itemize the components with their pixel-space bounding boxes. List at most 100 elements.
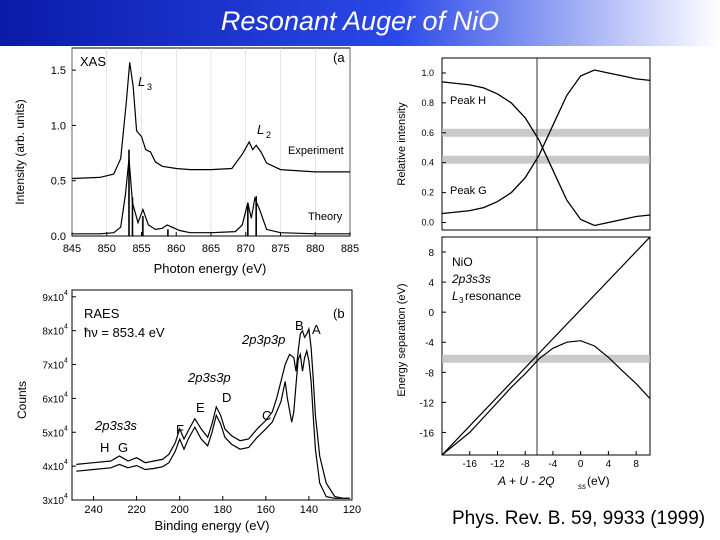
- xas-series-1: [72, 158, 350, 235]
- xas-xtick-label: 865: [202, 243, 220, 255]
- resonance-label: resonance: [465, 289, 521, 303]
- es-xtick-label: -8: [521, 459, 530, 470]
- ri-ytick-label: 0.6: [421, 128, 434, 138]
- panel-b-label: (b: [333, 306, 345, 321]
- hv-label: ħν = 853.4 eV: [84, 325, 165, 340]
- relint-ylabel: Relative intensity: [396, 102, 408, 186]
- es-band: [442, 354, 650, 363]
- xas-ylabel: Intensity (arb. units): [13, 99, 27, 204]
- xas-xtick-label: 855: [132, 243, 150, 255]
- energy-separation-panel: -16 -12 -8 -4 0 4 8 8 4 0 -4 -8 -12 -16 NiO 2p3s3s L…: [396, 236, 651, 491]
- raes-series-0: [76, 326, 350, 499]
- xas-xtick-label: 860: [167, 243, 185, 255]
- title-bar: [0, 0, 720, 46]
- es-xtick-label: 8: [633, 459, 639, 470]
- xas-xtick-label: 845: [63, 243, 81, 255]
- raes-xtick-label: 200: [171, 504, 189, 516]
- nio-label: NiO: [452, 255, 473, 269]
- esep-frame: [441, 236, 651, 456]
- raes-ytick-exponent: 4: [64, 425, 68, 432]
- raes-ytick-exponent: 4: [64, 493, 68, 500]
- es-xtick-label: 4: [606, 459, 612, 470]
- l3-label: L: [138, 74, 145, 89]
- config-2p3p3p: 2p3p3p: [241, 332, 285, 347]
- raes-ytick-exponent: 4: [64, 391, 68, 398]
- relint-frame: [441, 57, 651, 231]
- ri-series-peak-h: [442, 69, 650, 215]
- panel-a-label: (a: [333, 50, 345, 65]
- slide-title: Resonant Auger of NiO: [220, 6, 500, 36]
- xas-xtick-label: 850: [98, 243, 116, 255]
- xas-xtick-label: 880: [306, 243, 324, 255]
- config-2p3s3p: 2p3s3p: [187, 370, 231, 385]
- raes-xtick-label: 180: [214, 504, 232, 516]
- ri-ytick-label: 0.0: [421, 218, 434, 228]
- raes-ytick-exponent: 4: [64, 290, 68, 297]
- l2-label: L: [257, 122, 264, 137]
- xas-ytick-label: 0.0: [51, 231, 66, 243]
- es-ytick-label: -16: [420, 428, 435, 439]
- esep-config-label: 2p3s3s: [451, 272, 491, 286]
- xas-label: XAS: [80, 54, 106, 69]
- xas-xlabel: Photon energy (eV): [154, 261, 267, 276]
- raes-ytick-label: 3x10: [42, 496, 64, 507]
- config-2p3s3s: 2p3s3s: [94, 418, 137, 433]
- raes-ytick-exponent: 4: [64, 459, 68, 466]
- ri-series-peak-g: [442, 81, 650, 227]
- xas-xtick-label: 870: [237, 243, 255, 255]
- es-ytick-label: 0: [428, 308, 434, 319]
- l3-subscript: 3: [147, 82, 152, 92]
- ri-ytick-label: 0.2: [421, 188, 434, 198]
- es-ytick-label: -12: [420, 398, 435, 409]
- peak-g: G: [118, 440, 128, 455]
- es-series-diagonal: [442, 237, 650, 455]
- es-series-curve: [442, 340, 650, 455]
- raes-xtick-label: 120: [343, 504, 361, 516]
- peak-b: B: [295, 318, 304, 333]
- es-ytick-label: 4: [428, 278, 434, 289]
- peak-a: A: [312, 322, 321, 337]
- peak-e: E: [196, 400, 205, 415]
- xas-ytick-label: 1.0: [51, 120, 66, 132]
- ri-band: [442, 155, 650, 164]
- l2-subscript: 2: [266, 130, 271, 140]
- xas-ytick-label: 1.5: [51, 65, 66, 77]
- resonance-l: L: [452, 289, 459, 303]
- es-xtick-label: -4: [548, 459, 557, 470]
- esep-xlabel: A + U - 2Q: [497, 474, 555, 488]
- xas-panel: 845 850 855 860 865 870 875 880 885 0.0 0.5 1.0 1.5…: [13, 47, 359, 276]
- peak-h-label: Peak H: [450, 95, 486, 107]
- raes-frame: [71, 289, 353, 501]
- raes-xtick-label: 160: [257, 504, 275, 516]
- ri-ytick-label: 0.4: [421, 158, 434, 168]
- es-ytick-label: -8: [425, 368, 434, 379]
- raes-xlabel: Binding energy (eV): [155, 518, 270, 533]
- xas-xtick-label: 875: [271, 243, 289, 255]
- es-xtick-label: -12: [490, 459, 505, 470]
- esep-xlabel-sub: ss: [578, 482, 586, 491]
- esep-ylabel: Energy separation (eV): [396, 283, 408, 396]
- peak-d: D: [222, 390, 231, 405]
- raes-ytick-label: 5x10: [42, 428, 64, 439]
- raes-xtick-label: 140: [300, 504, 318, 516]
- raes-ytick-label: 6x10: [42, 394, 64, 405]
- raes-ytick-label: 7x10: [42, 361, 64, 372]
- raes-label: RAES: [84, 306, 120, 321]
- ri-ytick-label: 0.8: [421, 98, 434, 108]
- reference-citation: Phys. Rev. B. 59, 9933 (1999): [452, 508, 706, 529]
- experiment-label: Experiment: [288, 145, 344, 157]
- es-ytick-label: -4: [425, 338, 434, 349]
- raes-series-1: [76, 348, 350, 499]
- xas-xtick-label: 885: [341, 243, 359, 255]
- resonance-sub: 3: [459, 296, 464, 305]
- es-xtick-label: -16: [463, 459, 478, 470]
- raes-ytick-label: 9x10: [42, 293, 64, 304]
- theory-label: Theory: [308, 211, 343, 223]
- peak-c: C: [262, 408, 271, 423]
- es-xtick-label: 0: [578, 459, 584, 470]
- xas-series-0: [71, 62, 350, 180]
- es-ytick-label: 8: [428, 248, 434, 259]
- peak-h: H: [100, 440, 109, 455]
